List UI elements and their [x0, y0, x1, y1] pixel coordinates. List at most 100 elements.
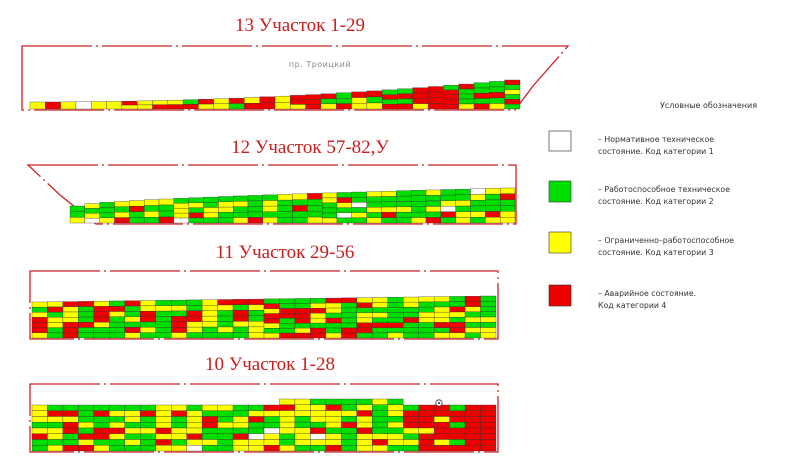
facade-cell	[480, 301, 497, 307]
facade-cell	[499, 216, 516, 224]
facade-cell	[244, 103, 260, 110]
facade-cell	[47, 445, 64, 452]
facade-cell	[440, 189, 456, 196]
facade-cell	[201, 433, 218, 440]
facade-cell	[186, 326, 203, 333]
facade-cell	[403, 332, 419, 339]
facade-cell	[504, 79, 521, 86]
facade-cell	[263, 318, 280, 324]
facade-cell	[232, 416, 249, 423]
facade-cell	[137, 100, 153, 106]
facade-cell	[279, 327, 296, 334]
facade-cell	[458, 93, 475, 100]
facade-cell	[277, 211, 293, 218]
facade-cell	[188, 207, 204, 214]
facade-cell	[372, 317, 388, 323]
facade-cell	[186, 439, 203, 446]
facade-cell	[279, 421, 296, 429]
facade-cell	[263, 410, 280, 417]
facade-cell	[336, 92, 352, 99]
facade-cell	[403, 439, 419, 446]
facade-cell	[396, 217, 412, 224]
facade-cell	[78, 427, 95, 434]
facade-cell	[47, 427, 64, 434]
facade-cell	[433, 332, 450, 339]
facade-cell	[412, 103, 429, 110]
facade-cell	[140, 445, 156, 452]
facade-cell	[60, 101, 77, 110]
facade-cell	[356, 327, 373, 334]
facade-cell	[201, 315, 218, 322]
facade-cell	[228, 97, 245, 104]
facade-cell	[232, 410, 249, 417]
facade-cell	[259, 102, 276, 110]
facade-cell	[403, 416, 419, 423]
facade-cell	[129, 211, 145, 218]
facade-cell	[182, 99, 199, 105]
facade-cell	[449, 433, 466, 440]
facade-cell	[279, 308, 296, 314]
facade-cell	[449, 404, 466, 411]
facade-cell	[480, 427, 497, 434]
facade-cell	[140, 321, 156, 328]
facade-cell	[458, 103, 475, 110]
facade-cell	[171, 427, 187, 434]
facade-cell	[124, 410, 141, 417]
facade-cell	[397, 88, 413, 95]
facade-cell	[418, 312, 435, 318]
facade-cell	[372, 398, 388, 405]
facade-cell	[232, 321, 249, 328]
facade-cell	[310, 410, 327, 417]
facade-cell	[248, 433, 265, 440]
facade-cell	[470, 217, 486, 224]
facade-cell	[248, 422, 265, 429]
facade-cell	[403, 296, 419, 303]
facade-cell	[262, 205, 278, 212]
facade-cell	[84, 217, 100, 224]
facade-cell	[62, 306, 79, 313]
facade-cell	[325, 410, 342, 417]
facade-cell	[294, 416, 311, 423]
facade-cell	[201, 416, 218, 423]
facade-cell	[263, 328, 280, 334]
facade-cell	[356, 317, 373, 324]
facade-cell	[201, 422, 218, 429]
facade-cell	[480, 311, 497, 318]
facade-cell	[372, 433, 388, 440]
facade-cell	[31, 327, 48, 334]
facade-cell	[173, 208, 189, 214]
facade-cell	[458, 98, 475, 105]
facade-cell	[182, 104, 199, 110]
facade-cell	[336, 212, 353, 219]
facade-cell	[425, 195, 442, 202]
facade-cell	[418, 317, 435, 323]
section-11-outline	[29, 270, 499, 340]
facade-cell	[186, 404, 203, 411]
facade-cell	[140, 311, 156, 317]
facade-cell	[464, 404, 481, 411]
facade-cell	[152, 104, 168, 110]
facade-cell	[418, 416, 435, 423]
facade-cell	[232, 206, 249, 213]
facade-cell	[307, 199, 323, 206]
facade-cell	[201, 310, 218, 317]
facade-cell	[109, 321, 125, 328]
legend-swatch-category-3	[548, 231, 572, 254]
legend-text-3a: – Ограниченно–работоспособное	[598, 236, 734, 245]
facade-cell	[341, 445, 357, 452]
facade-cell	[294, 421, 311, 429]
facade-cell	[443, 85, 459, 91]
facade-cell	[418, 327, 435, 334]
facade-cell	[279, 298, 296, 304]
facade-cell	[294, 439, 311, 446]
facade-cell	[425, 200, 442, 207]
facade-cell	[449, 439, 466, 446]
facade-cell	[232, 332, 249, 339]
facade-cell	[155, 321, 172, 328]
facade-cell	[78, 301, 95, 307]
facade-cell	[232, 404, 249, 411]
facade-cell	[464, 416, 481, 423]
facade-cell	[425, 217, 442, 224]
facade-cell	[31, 416, 48, 423]
facade-cell	[294, 433, 311, 440]
